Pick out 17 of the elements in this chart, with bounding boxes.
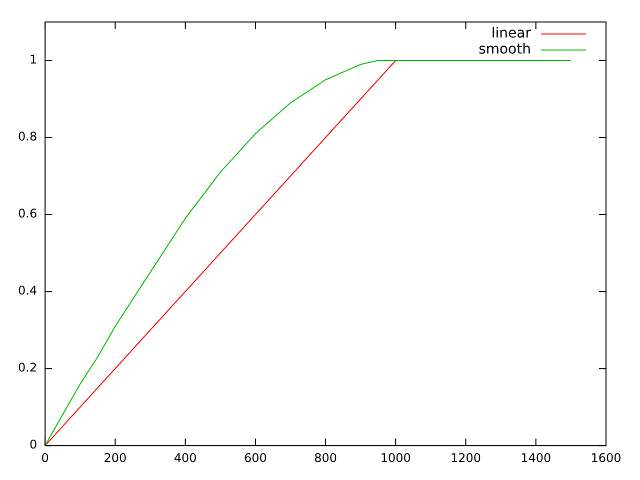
y-tick-label: 0.6	[18, 206, 38, 221]
x-tick-label: 600	[244, 450, 267, 465]
y-tick-label: 0.8	[18, 130, 38, 144]
series-label: linear	[491, 26, 532, 42]
x-tick-label: 1200	[450, 450, 482, 465]
x-tick-label: 800	[314, 450, 337, 465]
y-tick-label: 0.4	[18, 284, 38, 298]
x-tick-label: 1400	[520, 450, 552, 465]
x-tick-label: 0	[41, 450, 49, 465]
legend-label: smooth	[478, 42, 531, 58]
x-tick-label: 1000	[380, 450, 411, 465]
y-tick-label: 0	[29, 438, 38, 452]
y-tick-label: 0.2	[18, 360, 38, 375]
x-tick-label: 200	[104, 450, 127, 465]
y-tick-label: 1	[29, 52, 38, 67]
x-tick-label: 1600	[590, 450, 622, 465]
x-tick-label: 400	[174, 450, 197, 465]
